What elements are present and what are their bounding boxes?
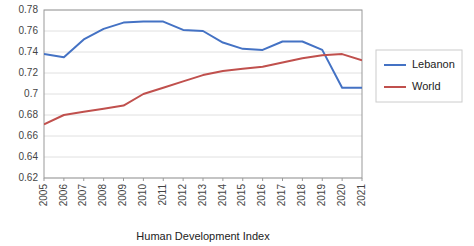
x-tick-label: 2018 — [296, 184, 307, 207]
x-tick-label: 2015 — [236, 184, 247, 207]
x-tick-label: 2013 — [197, 184, 208, 207]
grid-line — [44, 136, 362, 137]
y-axis: 0.62 0.64 0.66 0.68 0.7 0.72 0.74 0.76 0.78 — [19, 4, 362, 183]
x-tick-label: 2019 — [316, 184, 327, 207]
x-tick-label: 2011 — [157, 184, 168, 206]
x-axis-label: Human Development Index — [136, 230, 270, 242]
y-tick-label: 0.7 — [24, 88, 38, 99]
legend-label: World — [412, 80, 441, 92]
legend-swatch — [384, 86, 406, 88]
grid-line — [44, 115, 362, 116]
y-tick-label: 0.68 — [19, 109, 39, 120]
grid-line — [44, 94, 362, 95]
x-tick-label: 2009 — [117, 184, 128, 207]
x-tick-label: 2020 — [336, 184, 347, 207]
y-tick-label: 0.62 — [19, 172, 39, 183]
x-tick-label: 2007 — [77, 184, 88, 207]
x-tick-label: 2005 — [38, 184, 49, 207]
line — [44, 54, 362, 124]
y-tick-label: 0.74 — [19, 46, 39, 57]
legend-label: Lebanon — [412, 58, 455, 70]
x-tick-label: 2016 — [256, 184, 267, 207]
x-tick-label: 2006 — [58, 184, 69, 207]
grid-line — [44, 73, 362, 74]
x-tick-label: 2014 — [217, 184, 228, 207]
y-tick-label: 0.76 — [19, 25, 39, 36]
x-tick-label: 2008 — [97, 184, 108, 207]
x-axis: 2005 2006 2007 2008 2009 2010 2011 2012 2013 2014… — [38, 178, 367, 206]
grid-line — [44, 157, 362, 158]
y-tick-label: 0.78 — [19, 4, 39, 15]
y-tick-label: 0.66 — [19, 130, 39, 141]
x-tick-label: 2010 — [137, 184, 148, 207]
lines — [44, 22, 362, 125]
x-tick-label: 2021 — [356, 184, 367, 207]
y-tick-label: 0.64 — [19, 151, 39, 162]
legend-box — [376, 50, 462, 102]
x-tick-label: 2012 — [177, 184, 188, 207]
grid-line — [44, 52, 362, 53]
plot-frame — [44, 10, 362, 178]
legend-swatch — [384, 64, 406, 66]
x-tick-label: 2017 — [276, 184, 287, 207]
chart: 0.620.640.660.680.70.720.740.760.7820052… — [0, 0, 474, 246]
line — [44, 22, 362, 88]
legend: Lebanon World — [376, 50, 462, 102]
y-tick-label: 0.72 — [19, 67, 39, 78]
